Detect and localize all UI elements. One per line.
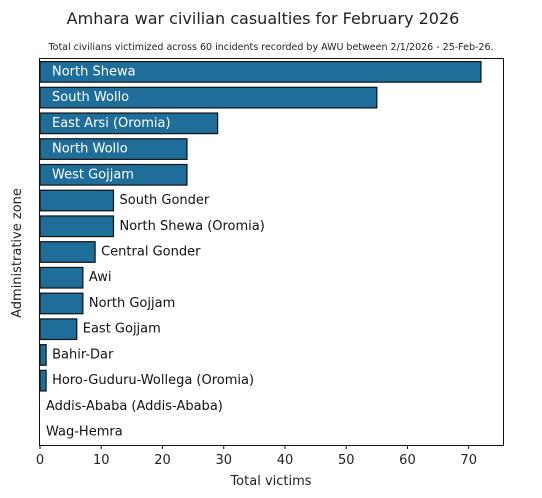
bar-label-north-shewa-oromia: North Shewa (Oromia) (119, 219, 264, 234)
bar-central-gonder (39, 241, 96, 263)
y-axis-label: Administrative zone (10, 188, 25, 318)
chart-title: Amhara war civilian casualties for Febru… (67, 9, 460, 28)
bar-label-south-gonder: South Gonder (119, 193, 209, 208)
x-tick-label: 10 (93, 453, 110, 468)
x-tick-label: 50 (338, 453, 355, 468)
bar-label-north-gojjam: North Gojjam (89, 296, 175, 311)
bar-label-bahir-dar: Bahir-Dar (52, 347, 114, 362)
bar-label-north-shewa: North Shewa (52, 64, 136, 79)
bar-east-gojjam (39, 318, 78, 341)
bar-label-south-wollo: South Wollo (52, 90, 129, 105)
chart-subtitle: Total civilians victimized across 60 inc… (47, 42, 493, 53)
bar-label-awi: Awi (89, 270, 112, 285)
bar-label-horo-guduru-wollega-oromia: Horo-Guduru-Wollega (Oromia) (52, 373, 254, 388)
x-axis-label: Total victims (229, 474, 311, 489)
bar-label-east-gojjam: East Gojjam (83, 322, 161, 337)
bar-label-wag-hemra: Wag-Hemra (46, 425, 123, 440)
x-tick-label: 70 (460, 453, 477, 468)
bar-label-east-arsi-oromia: East Arsi (Oromia) (52, 116, 171, 131)
x-tick-label: 30 (215, 453, 232, 468)
bar-horo-guduru-wollega-oromia (39, 369, 47, 392)
bar-label-addis-ababa-addis-ababa: Addis-Ababa (Addis-Ababa) (46, 399, 223, 414)
bar-bahir-dar (39, 344, 47, 366)
x-tick-label: 60 (399, 453, 416, 468)
x-axis: 0 10 20 30 40 50 60 70 (36, 445, 477, 468)
plot-frame (39, 58, 504, 446)
x-tick-label: 20 (154, 453, 171, 468)
bar-label-north-wollo: North Wollo (52, 142, 128, 157)
bar-north-shewa-oromia (39, 215, 115, 238)
bar-label-central-gonder: Central Gonder (101, 245, 201, 260)
bar-awi (39, 266, 84, 289)
bar-label-west-gojjam: West Gojjam (52, 167, 134, 182)
bar-south-gonder (39, 189, 115, 212)
x-tick-label: 0 (36, 453, 44, 468)
x-tick-label: 40 (277, 453, 294, 468)
bar-north-gojjam (39, 292, 84, 315)
bars-layer: North Shewa South Wollo East Arsi (Oromia)… (39, 60, 482, 440)
